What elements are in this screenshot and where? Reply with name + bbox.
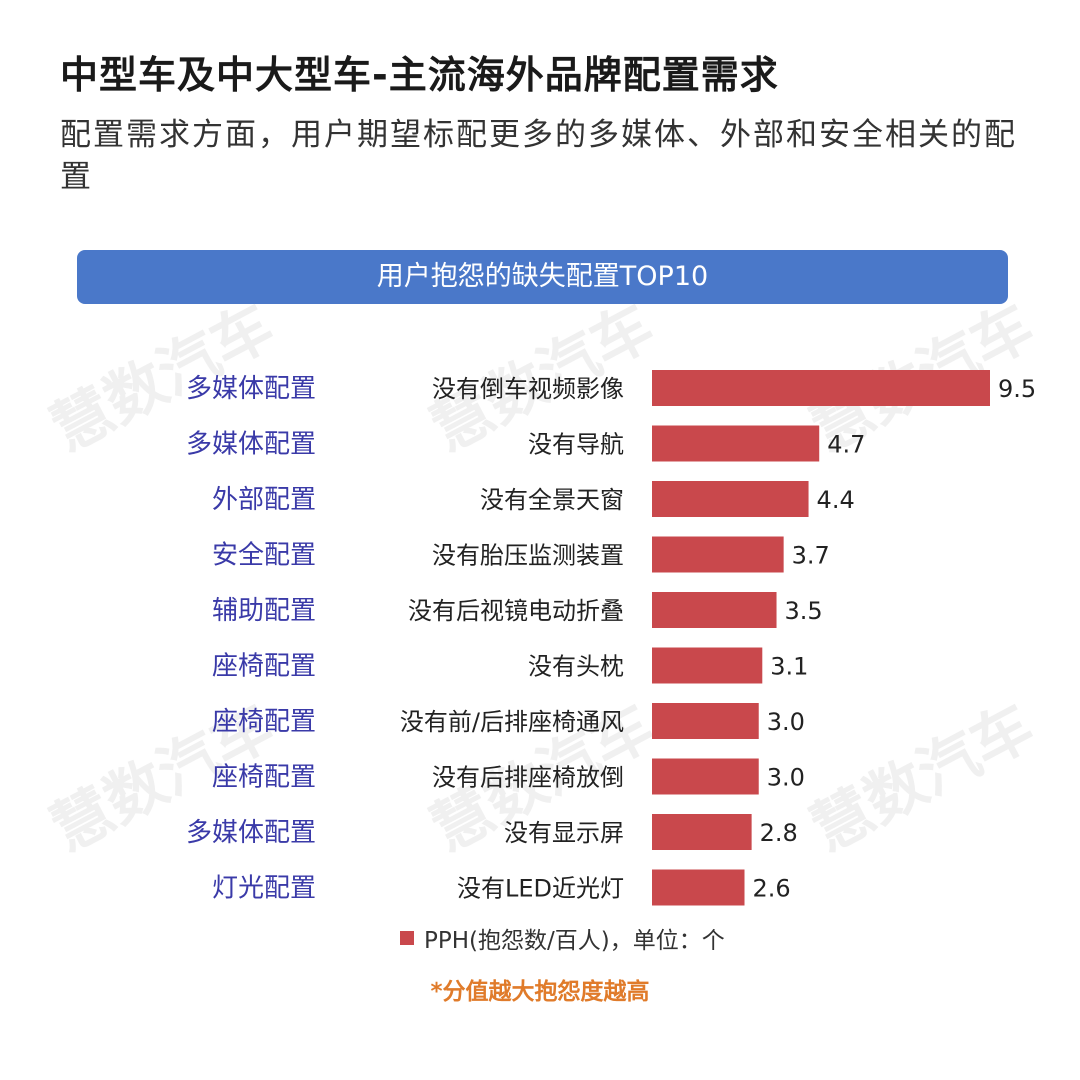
category-label: 没有倒车视频影像	[432, 375, 624, 403]
legend-label: PPH(抱怨数/百人)，单位：个	[424, 928, 725, 954]
value-label: 2.6	[753, 875, 791, 903]
page-title: 中型车及中大型车-主流海外品牌配置需求	[60, 53, 779, 97]
group-label: 多媒体配置	[186, 430, 316, 460]
group-label: 座椅配置	[212, 763, 316, 793]
bar	[652, 592, 777, 628]
category-label: 没有全景天窗	[480, 486, 624, 514]
value-label: 3.5	[785, 597, 823, 625]
group-label: 外部配置	[212, 485, 316, 515]
bar	[652, 370, 990, 406]
group-label: 多媒体配置	[186, 818, 316, 848]
value-label: 3.0	[767, 708, 805, 736]
bar	[652, 814, 752, 850]
bar	[652, 425, 820, 462]
bar	[652, 703, 759, 739]
group-label: 座椅配置	[212, 652, 316, 682]
value-label: 9.5	[998, 375, 1036, 403]
value-label: 3.7	[792, 542, 830, 570]
group-label: 座椅配置	[212, 707, 316, 737]
group-label: 多媒体配置	[186, 374, 316, 404]
category-label: 没有前/后排座椅通风	[400, 708, 624, 736]
category-label: 没有LED近光灯	[457, 875, 624, 903]
category-label: 没有头枕	[528, 653, 624, 681]
chart-banner: 用户抱怨的缺失配置TOP10	[77, 250, 1008, 304]
category-label: 没有胎压监测装置	[432, 542, 624, 570]
group-label: 灯光配置	[212, 874, 316, 904]
legend-swatch	[400, 931, 414, 945]
value-label: 4.7	[827, 431, 865, 459]
category-label: 没有显示屏	[504, 819, 624, 847]
bar	[652, 536, 784, 573]
chart-legend: PPH(抱怨数/百人)，单位：个	[400, 918, 725, 958]
group-label: 安全配置	[212, 541, 316, 571]
bar	[652, 647, 763, 684]
category-label: 没有后视镜电动折叠	[408, 597, 624, 625]
group-label: 辅助配置	[212, 596, 316, 626]
value-label: 3.0	[767, 764, 805, 792]
value-label: 4.4	[817, 486, 855, 514]
footnote: *分值越大抱怨度越高	[430, 979, 650, 1005]
value-label: 2.8	[760, 819, 798, 847]
category-label: 没有后排座椅放倒	[432, 764, 624, 792]
category-label: 没有导航	[528, 431, 624, 459]
page-subtitle: 配置需求方面，用户期望标配更多的多媒体、外部和安全相关的配置	[60, 117, 1017, 195]
bar	[652, 481, 809, 517]
value-label: 3.1	[770, 653, 808, 681]
bar	[652, 758, 759, 795]
bar	[652, 869, 745, 906]
